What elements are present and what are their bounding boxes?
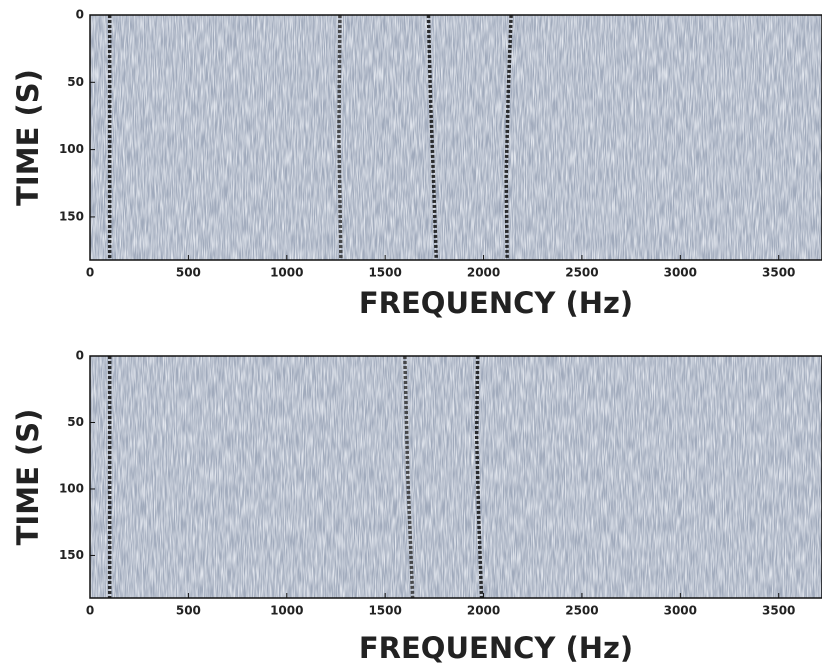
- y-tick-label: 0: [76, 8, 84, 22]
- y-axis-title: TIME (S): [11, 409, 45, 546]
- x-tick-label: 3000: [664, 266, 697, 280]
- x-tick-label: 0: [86, 604, 94, 618]
- x-tick-label: 1500: [368, 604, 401, 618]
- frequency-track: [426, 14, 439, 261]
- y-tick-label: 150: [59, 548, 84, 562]
- x-tick-label: 3000: [664, 604, 697, 618]
- x-tick-label: 2500: [565, 604, 598, 618]
- plot-frame: [89, 14, 822, 261]
- x-tick-label: 500: [176, 266, 201, 280]
- y-tick-label: 50: [67, 75, 84, 89]
- y-tick-label: 0: [76, 349, 84, 363]
- noise-texture: [90, 15, 822, 260]
- x-tick-label: 1500: [368, 266, 401, 280]
- frequency-track: [474, 355, 484, 599]
- x-tick-label: 3500: [762, 266, 795, 280]
- x-tick-label: 0: [86, 266, 94, 280]
- y-axis-title: TIME (S): [11, 69, 45, 206]
- x-tick-label: 2500: [565, 266, 598, 280]
- noise-texture: [90, 356, 822, 598]
- x-tick-label: 2000: [467, 604, 500, 618]
- y-tick-label: 100: [59, 142, 84, 156]
- x-tick-label: 3500: [762, 604, 795, 618]
- y-tick-label: 150: [59, 209, 84, 223]
- y-tick-label: 100: [59, 481, 84, 495]
- x-axis-title: FREQUENCY (Hz): [359, 286, 633, 320]
- x-tick-label: 1000: [270, 604, 303, 618]
- x-tick-label: 2000: [467, 266, 500, 280]
- plot-frame: [89, 355, 822, 599]
- x-axis-title: FREQUENCY (Hz): [359, 631, 633, 665]
- frequency-track: [337, 14, 343, 261]
- y-tick-label: 50: [67, 415, 84, 429]
- frequency-track: [504, 14, 513, 261]
- frequency-track: [403, 355, 415, 599]
- x-tick-label: 500: [176, 604, 201, 618]
- x-tick-label: 1000: [270, 266, 303, 280]
